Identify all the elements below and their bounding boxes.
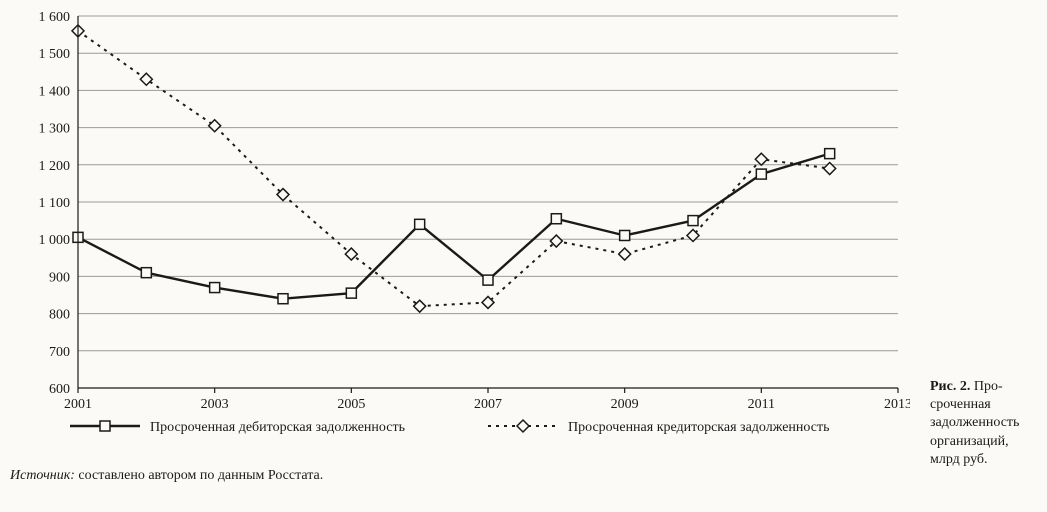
- page: 600 700 800 900 1 000 1 100 1 200 1 300 1 400 1 5…: [0, 0, 1047, 512]
- svg-text:900: 900: [49, 270, 70, 285]
- svg-text:1 600: 1 600: [39, 10, 71, 25]
- svg-text:2001: 2001: [64, 397, 92, 412]
- svg-text:1 200: 1 200: [39, 159, 71, 174]
- svg-text:1 300: 1 300: [39, 122, 71, 137]
- source-line: Источник: составлено автором по данным Р…: [10, 468, 323, 484]
- source-prefix: Источник:: [10, 468, 75, 483]
- svg-text:800: 800: [49, 308, 70, 323]
- figure-caption: Рис. 2. Про­сроченная задолженность орга…: [930, 378, 1040, 469]
- svg-text:600: 600: [49, 382, 70, 397]
- chart-svg: 600 700 800 900 1 000 1 100 1 200 1 300 1 400 1 5…: [10, 6, 910, 466]
- svg-text:2003: 2003: [201, 397, 229, 412]
- svg-text:Просроченная дебиторская задол: Просроченная дебиторская задолженность: [150, 420, 405, 435]
- svg-text:2013: 2013: [884, 397, 910, 412]
- svg-text:1 500: 1 500: [39, 47, 71, 62]
- svg-text:2009: 2009: [611, 397, 639, 412]
- svg-text:700: 700: [49, 345, 70, 360]
- source-text: составлено автором по данным Росстата.: [78, 468, 323, 483]
- svg-text:2005: 2005: [337, 397, 365, 412]
- svg-text:Просроченная кредиторская задо: Просроченная кредиторская задолженность: [568, 420, 829, 435]
- svg-text:1 000: 1 000: [39, 233, 71, 248]
- svg-text:2011: 2011: [748, 397, 775, 412]
- svg-text:2007: 2007: [474, 397, 502, 412]
- svg-text:1 400: 1 400: [39, 84, 71, 99]
- caption-prefix: Рис. 2.: [930, 379, 970, 394]
- chart: 600 700 800 900 1 000 1 100 1 200 1 300 1 400 1 5…: [10, 6, 910, 496]
- svg-text:1 100: 1 100: [39, 196, 71, 211]
